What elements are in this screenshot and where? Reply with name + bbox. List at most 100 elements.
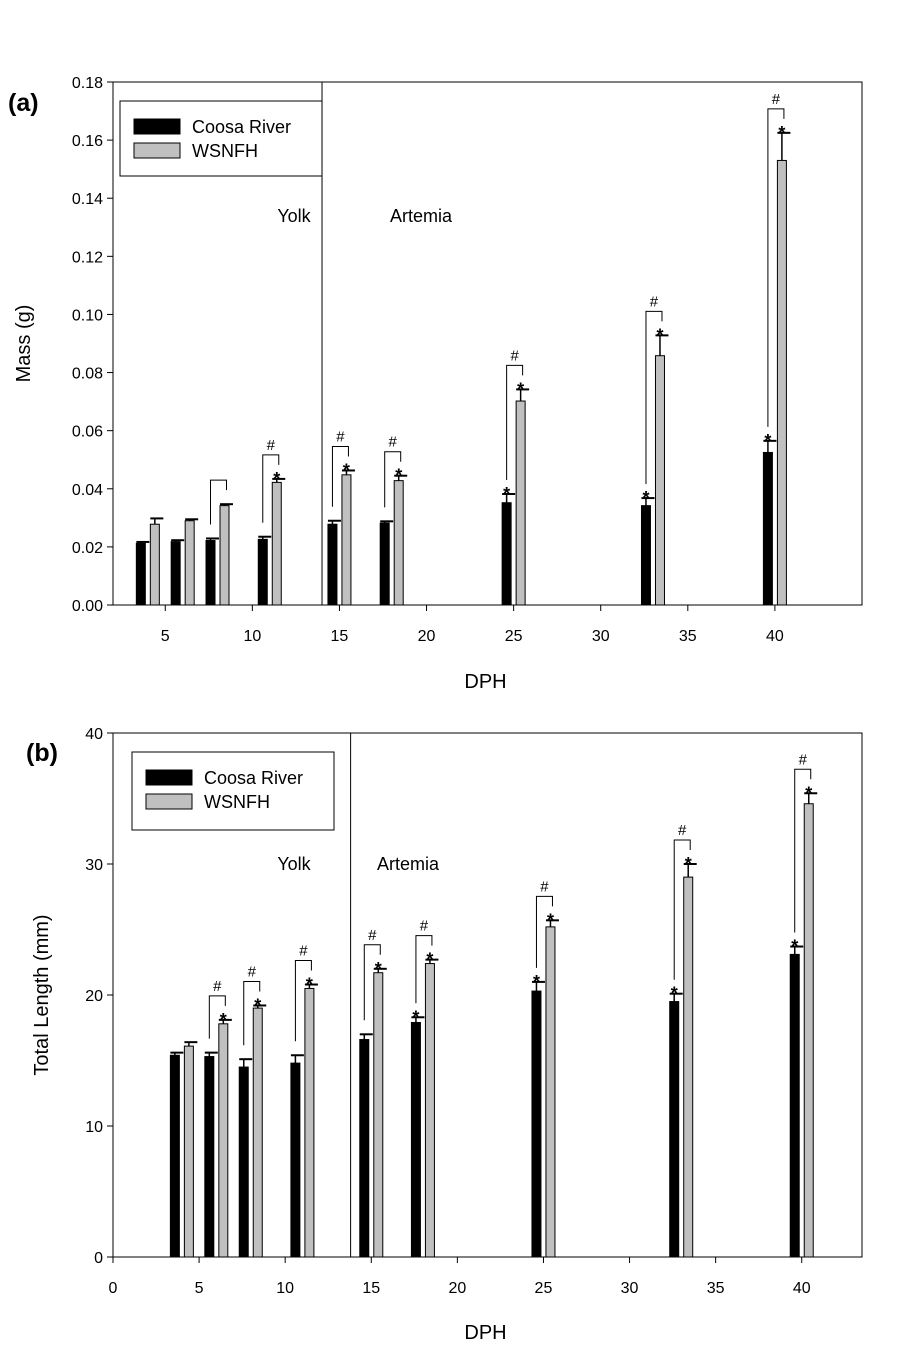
plot-frame — [112, 81, 863, 606]
significance-bracket — [243, 980, 261, 1046]
significance-bracket — [208, 995, 226, 1039]
significance-bracket — [415, 935, 433, 1004]
bar-wsnfh — [776, 159, 787, 606]
bar-coosa-river — [531, 990, 542, 1258]
x-tick-label: 40 — [793, 1280, 811, 1297]
hash-label: # — [772, 91, 781, 108]
y-tick-label: 0.18 — [72, 75, 103, 92]
hash-label: # — [368, 927, 377, 944]
hash-label: # — [336, 428, 345, 445]
bar-wsnfh — [304, 987, 315, 1258]
significance-star: * — [375, 959, 382, 979]
legend-label-coosa-river: Coosa River — [192, 117, 291, 137]
bar-coosa-river — [169, 1054, 180, 1258]
y-tick-label: 0.00 — [72, 598, 103, 615]
significance-star: * — [533, 972, 540, 992]
y-tick-label: 0.14 — [72, 191, 103, 208]
significance-star: * — [412, 1007, 419, 1027]
bar-wsnfh — [219, 505, 230, 606]
y-tick-label: 10 — [85, 1119, 103, 1136]
bar-wsnfh — [341, 474, 352, 606]
significance-star: * — [778, 123, 785, 143]
phase-label-artemia: Artemia — [390, 206, 453, 226]
bar-coosa-river — [359, 1039, 370, 1258]
bar-wsnfh — [184, 520, 195, 606]
bar-coosa-river — [789, 953, 800, 1258]
legend-label-wsnfh: WSNFH — [192, 141, 258, 161]
x-tick-label: 30 — [621, 1280, 639, 1297]
x-tick-label: 0 — [109, 1280, 118, 1297]
bar-coosa-river — [170, 541, 181, 606]
x-axis-title: DPH — [464, 671, 506, 693]
significance-star: * — [220, 1010, 227, 1030]
significance-bracket — [535, 895, 553, 968]
bar-coosa-river — [762, 451, 773, 606]
significance-star: * — [547, 910, 554, 930]
bar-wsnfh — [271, 481, 282, 606]
bar-coosa-river — [640, 505, 651, 606]
significance-star: * — [764, 431, 771, 451]
panel-label: (b) — [26, 739, 58, 767]
bar-wsnfh — [803, 803, 814, 1258]
significance-star: * — [343, 460, 350, 480]
y-tick-label: 0.08 — [72, 366, 103, 383]
legend-swatch-wsnfh — [133, 142, 181, 159]
bar-wsnfh — [424, 963, 435, 1258]
y-tick-label: 30 — [85, 857, 103, 874]
significance-star: * — [426, 950, 433, 970]
significance-star: * — [671, 984, 678, 1004]
hash-label: # — [267, 437, 276, 454]
x-tick-label: 5 — [195, 1280, 204, 1297]
significance-bracket — [673, 839, 691, 980]
bar-coosa-river — [410, 1022, 421, 1258]
bar-coosa-river — [205, 539, 216, 606]
bar-coosa-river — [290, 1062, 301, 1258]
bar-wsnfh — [545, 926, 556, 1258]
bar-wsnfh — [373, 972, 384, 1258]
x-tick-label: 30 — [592, 628, 610, 645]
hash-label: # — [420, 918, 429, 935]
bar-wsnfh — [149, 523, 160, 606]
hash-label: # — [540, 878, 549, 895]
legend-swatch-coosa-river — [133, 118, 181, 135]
phase-label-yolk: Yolk — [277, 854, 311, 874]
significance-star: * — [656, 325, 663, 345]
x-tick-label: 20 — [448, 1280, 466, 1297]
y-tick-label: 0.12 — [72, 249, 103, 266]
bar-wsnfh — [252, 1007, 263, 1258]
bar-wsnfh — [683, 876, 694, 1258]
hash-label: # — [389, 434, 398, 451]
bar-coosa-river — [204, 1056, 215, 1258]
bar-coosa-river — [379, 522, 390, 606]
x-tick-label: 20 — [418, 628, 436, 645]
legend: Coosa River WSNFH — [131, 751, 335, 831]
significance-bracket — [506, 364, 524, 481]
significance-star: * — [395, 466, 402, 486]
x-tick-label: 25 — [505, 628, 523, 645]
x-tick-label: 35 — [679, 628, 697, 645]
bar-coosa-river — [669, 1001, 680, 1258]
bar-wsnfh — [218, 1023, 229, 1258]
y-tick-label: 20 — [85, 988, 103, 1005]
x-axis-title: DPH — [464, 1322, 506, 1344]
hash-label: # — [678, 822, 687, 839]
significance-star: * — [791, 937, 798, 957]
significance-star: * — [805, 783, 812, 803]
legend-label-wsnfh: WSNFH — [204, 792, 270, 812]
significance-bracket — [794, 768, 812, 933]
bar-coosa-river — [501, 502, 512, 606]
x-tick-label: 10 — [276, 1280, 294, 1297]
bar-wsnfh — [183, 1045, 194, 1258]
x-tick-label: 5 — [161, 628, 170, 645]
y-tick-label: 0.10 — [72, 307, 103, 324]
hash-label: # — [299, 943, 308, 960]
legend-label-coosa-river: Coosa River — [204, 768, 303, 788]
bar-wsnfh — [654, 355, 665, 606]
legend-swatch-coosa-river — [145, 769, 193, 786]
bar-wsnfh — [515, 400, 526, 606]
significance-star: * — [685, 854, 692, 874]
phase-label-artemia: Artemia — [377, 854, 440, 874]
significance-bracket — [331, 445, 349, 507]
y-tick-label: 0.16 — [72, 133, 103, 150]
hash-label: # — [213, 978, 222, 995]
